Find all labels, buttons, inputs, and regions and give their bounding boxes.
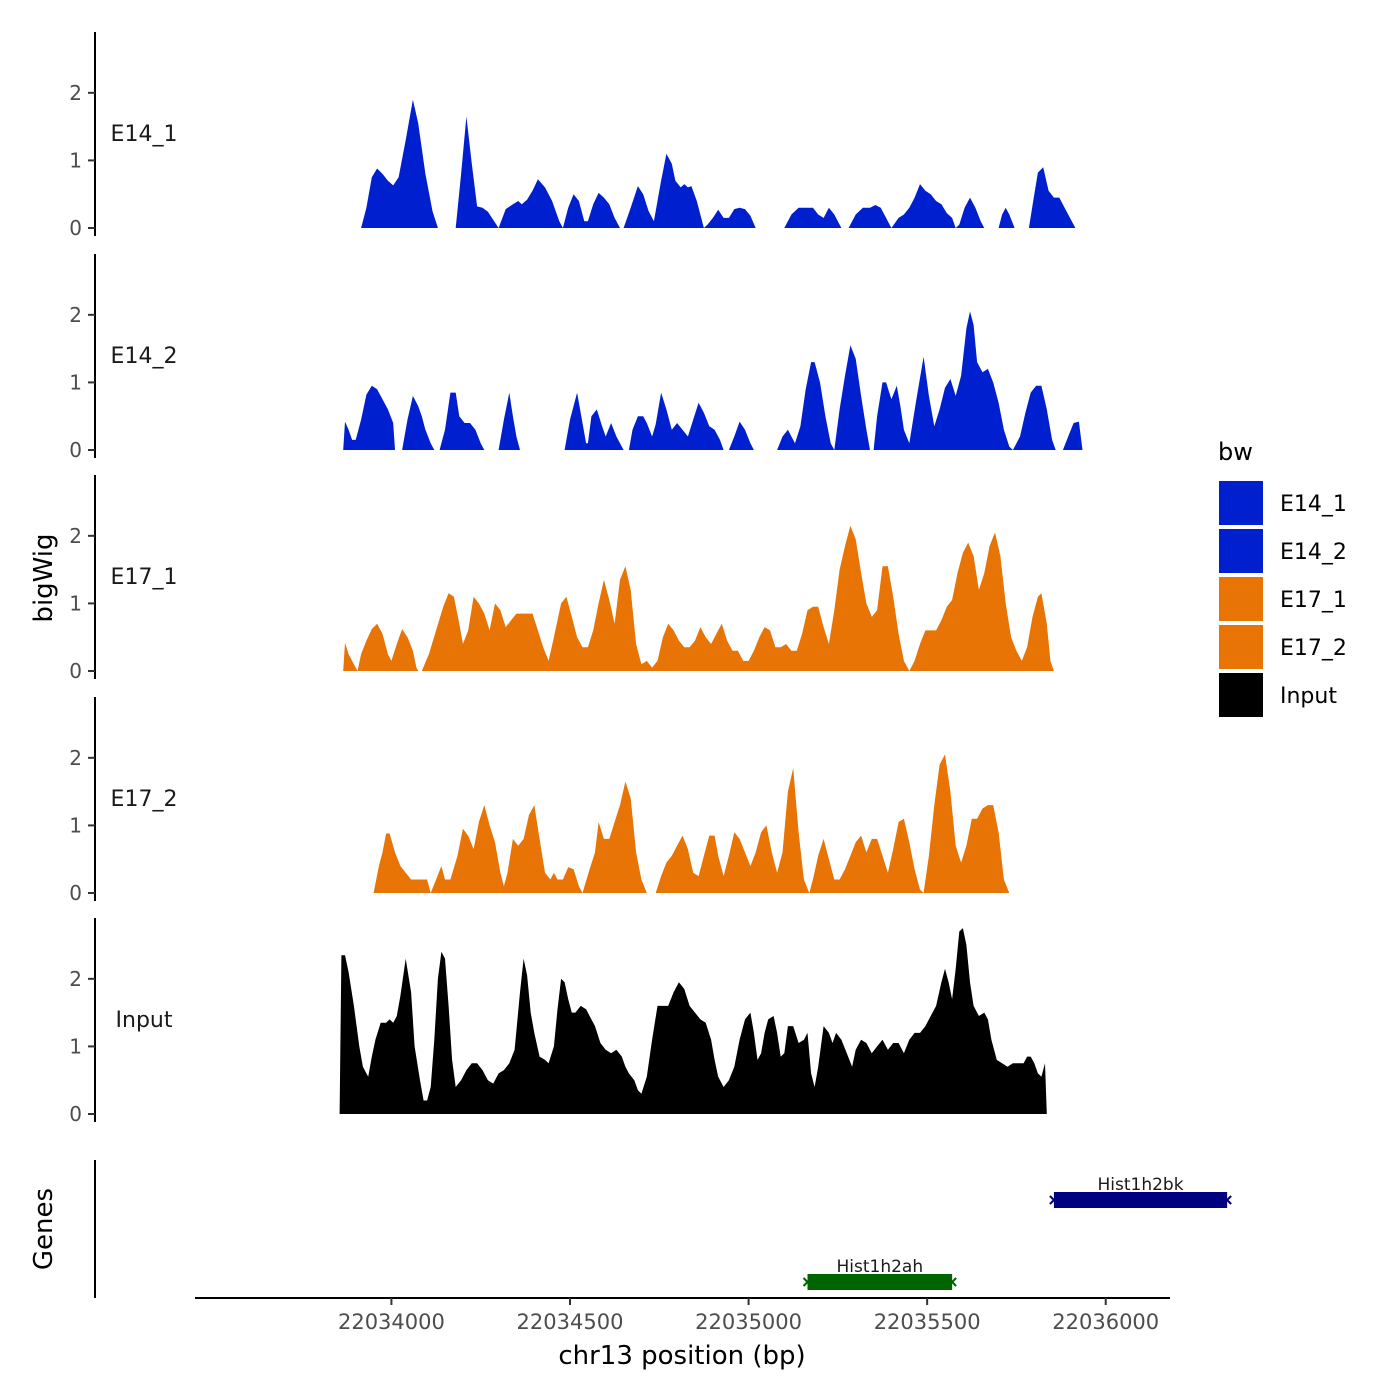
track-E17_1: 0 1 2 E17_1 — [69, 475, 1054, 683]
gene-bar — [1053, 1192, 1228, 1208]
legend-swatch — [1217, 575, 1265, 623]
x-tick-label: 22036000 — [1052, 1310, 1159, 1334]
y-tick-label: 2 — [69, 967, 82, 991]
track-E17_2: 0 1 2 E17_2 — [69, 697, 1010, 905]
y-tick-label: 1 — [69, 148, 82, 172]
y-tick-label: 2 — [69, 524, 82, 548]
track-E14_2: 0 1 2 E14_2 — [69, 254, 1083, 462]
gene-end-marker — [802, 1277, 813, 1287]
x-axis: 22034000 22034500 22035000 22035500 22036000 — [195, 1297, 1170, 1334]
area-series-E17_1 — [343, 525, 1054, 671]
x-tick-label: 22035500 — [874, 1310, 981, 1334]
legend-label: E14_2 — [1280, 540, 1347, 565]
y-tick-label: 2 — [69, 303, 82, 327]
area-series-Input — [339, 928, 1047, 1114]
track-panels: 0 1 2 E14_1 0 1 2 E14_2 0 1 2 E17_1 0 1 2 E17_2 0 1 2 Input — [69, 32, 1083, 1126]
genes-panel: Hist1h2bk Hist1h2ah — [94, 1160, 1232, 1298]
x-axis-title: chr13 position (bp) — [558, 1341, 805, 1371]
y-axis-title: bigWig — [29, 533, 59, 622]
x-tick-label: 22035000 — [695, 1310, 802, 1334]
legend: bw E14_1 E14_2 E17_1 E17_2 Input — [1217, 438, 1347, 719]
legend-label: E17_2 — [1280, 636, 1347, 661]
gene-end-marker — [1049, 1195, 1059, 1205]
legend-label: E17_1 — [1280, 588, 1347, 613]
track-label-E14_2: E14_2 — [111, 344, 178, 369]
y-tick-label: 2 — [69, 81, 82, 105]
gene-Hist1h2ah: Hist1h2ah — [802, 1257, 957, 1290]
y-tick-label: 0 — [69, 1102, 82, 1126]
genes-axis-title: Genes — [29, 1188, 59, 1270]
y-tick-label: 1 — [69, 591, 82, 615]
legend-label: Input — [1280, 684, 1337, 709]
legend-item-E14_2: E14_2 — [1217, 527, 1347, 575]
y-tick-label: 0 — [69, 438, 82, 462]
legend-item-Input: Input — [1217, 671, 1337, 719]
x-tick-label: 22034000 — [338, 1310, 445, 1334]
legend-item-E17_2: E17_2 — [1217, 623, 1347, 671]
gene-bar — [807, 1274, 953, 1290]
y-tick-label: 1 — [69, 1034, 82, 1058]
legend-swatch — [1217, 671, 1265, 719]
gene-label: Hist1h2bk — [1097, 1175, 1183, 1195]
legend-label: E14_1 — [1280, 492, 1347, 517]
y-tick-label: 1 — [69, 370, 82, 394]
legend-item-E17_1: E17_1 — [1217, 575, 1347, 623]
y-tick-label: 1 — [69, 813, 82, 837]
track-label-E17_1: E17_1 — [111, 565, 178, 590]
legend-swatch — [1217, 623, 1265, 671]
y-tick-label: 0 — [69, 881, 82, 905]
track-label-Input: Input — [116, 1008, 173, 1033]
x-tick-label: 22034500 — [517, 1310, 624, 1334]
y-tick-label: 2 — [69, 746, 82, 770]
legend-swatch — [1217, 527, 1265, 575]
gene-end-marker — [1222, 1195, 1232, 1205]
gene-end-marker — [947, 1277, 957, 1287]
track-label-E14_1: E14_1 — [111, 122, 178, 147]
area-series-E17_2 — [373, 754, 1010, 893]
area-series-E14_1 — [361, 99, 1076, 228]
legend-swatch — [1217, 479, 1265, 527]
gene-label: Hist1h2ah — [837, 1257, 924, 1277]
track-label-E17_2: E17_2 — [111, 787, 178, 812]
legend-item-E14_1: E14_1 — [1217, 479, 1347, 527]
track-E14_1: 0 1 2 E14_1 — [69, 32, 1076, 240]
gene-Hist1h2bk: Hist1h2bk — [1049, 1175, 1232, 1208]
y-tick-label: 0 — [69, 216, 82, 240]
track-Input: 0 1 2 Input — [69, 918, 1047, 1126]
y-tick-label: 0 — [69, 659, 82, 683]
area-series-E14_2 — [343, 311, 1083, 450]
legend-title: bw — [1218, 438, 1253, 466]
